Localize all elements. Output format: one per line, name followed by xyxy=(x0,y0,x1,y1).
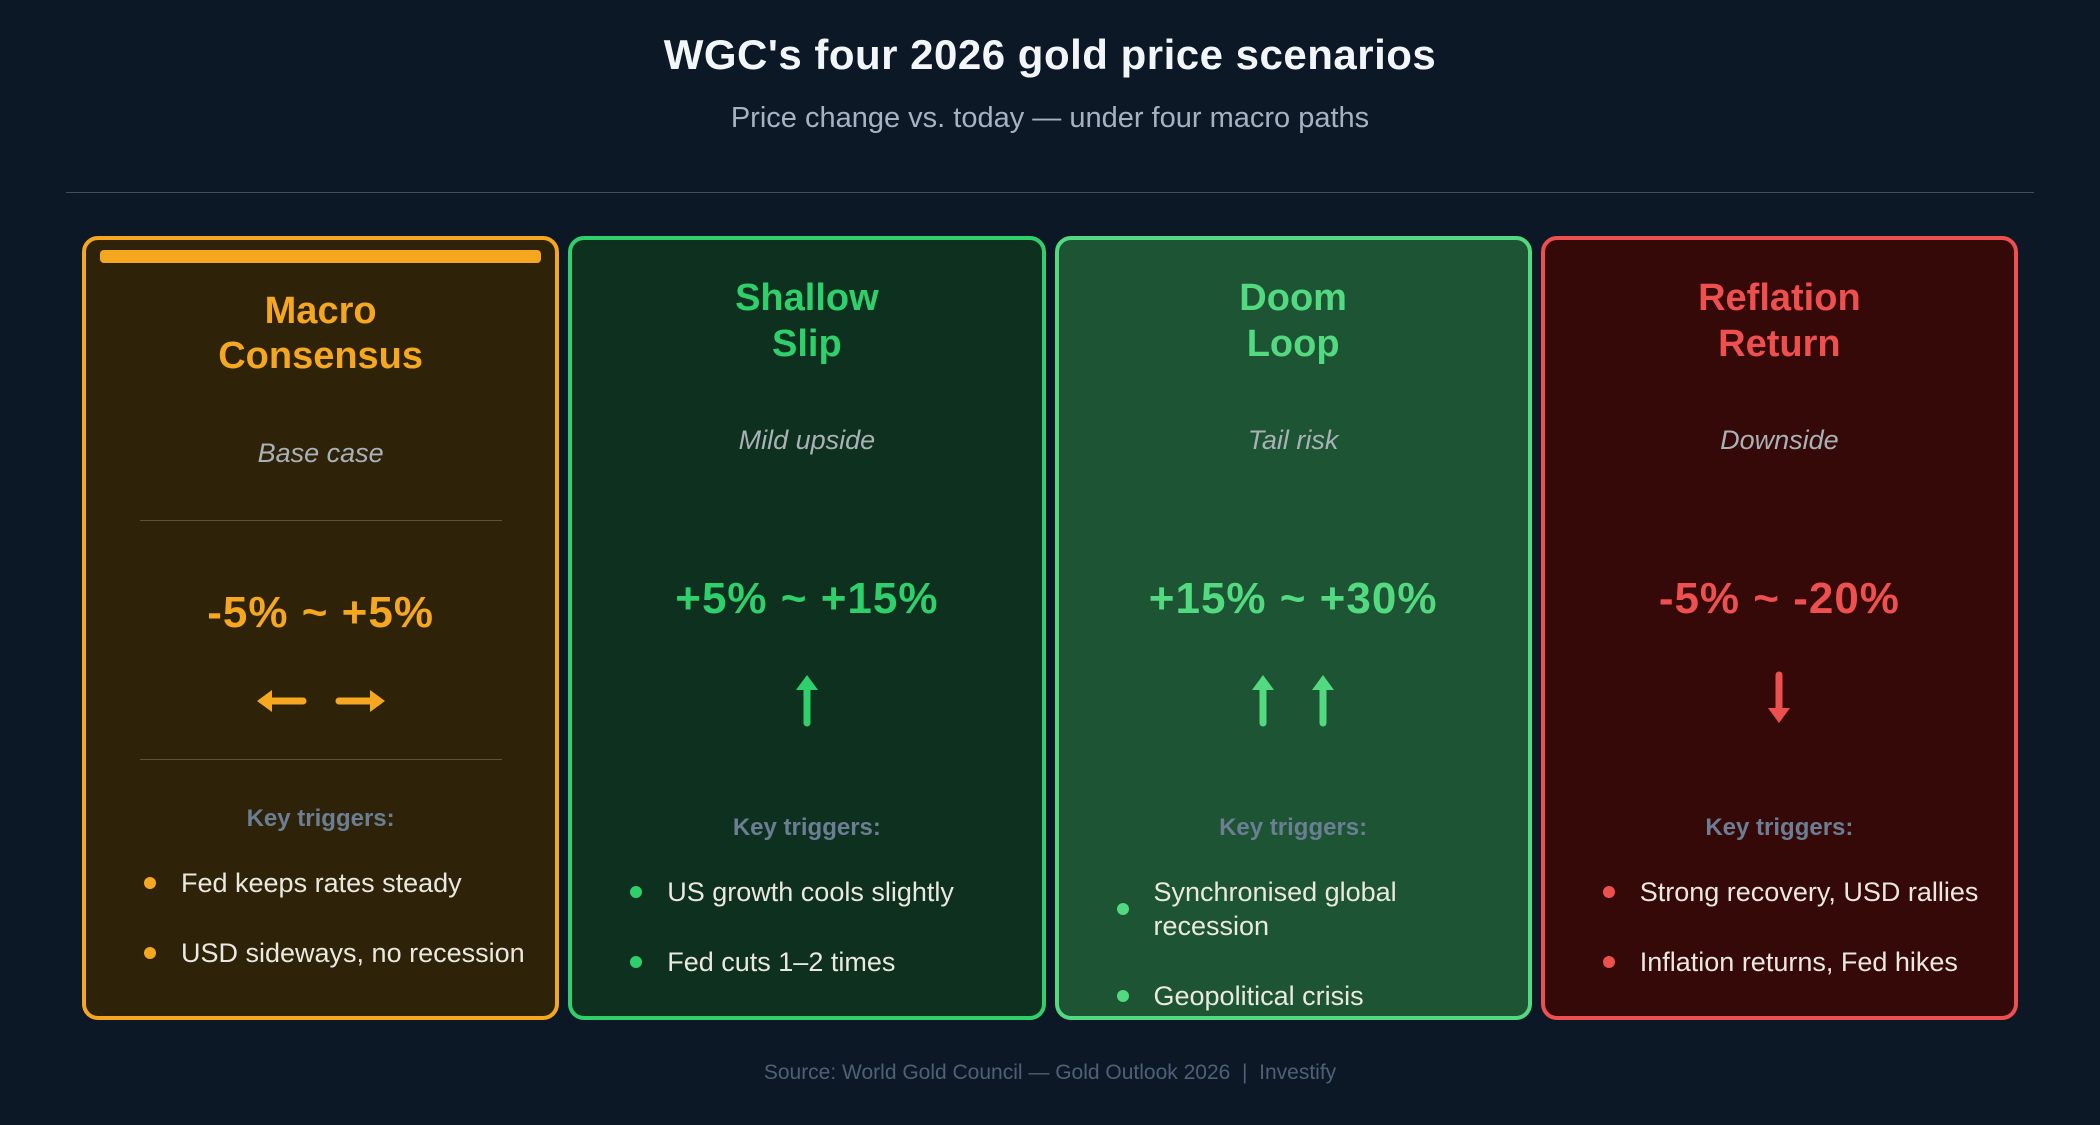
arrow-left-icon xyxy=(256,689,307,712)
source-caption: Source: World Gold Council — Gold Outloo… xyxy=(763,1061,1337,1084)
trigger-text: US growth cools slightly xyxy=(667,877,954,908)
trigger-item: Strong recovery, USD rallies xyxy=(1602,875,2000,909)
triggers-list: Fed keeps rates steady USD sideways, no … xyxy=(100,866,541,1006)
bullet-dot-icon xyxy=(1602,886,1615,899)
trigger-item: Synchronised global recession xyxy=(1116,875,1514,943)
scenario-card-macro-consensus: Macro Consensus Base case -5% ~ +5% Key … xyxy=(82,236,560,1020)
key-triggers-label: Key triggers: xyxy=(732,814,881,842)
footer: Source: World Gold Council — Gold Outloo… xyxy=(0,1060,2100,1086)
scenario-cards-row: Macro Consensus Base case -5% ~ +5% Key … xyxy=(82,236,2018,1020)
trigger-item: Geopolitical crisis xyxy=(1116,979,1514,1013)
bullet-dot-icon xyxy=(630,886,643,899)
page-title: WGC's four 2026 gold price scenarios xyxy=(663,31,1437,78)
trigger-text: Synchronised global recession xyxy=(1153,877,1397,942)
bullet-dot-icon xyxy=(1116,903,1129,916)
card-accent-bar xyxy=(100,250,542,263)
bullet-dot-icon xyxy=(144,947,156,959)
scenario-title: Macro Consensus xyxy=(218,289,424,378)
card-divider xyxy=(139,758,502,760)
scenario-title: Doom Loop xyxy=(1239,277,1347,365)
trigger-text: Fed keeps rates steady xyxy=(181,868,462,898)
arrow-down-icon xyxy=(1768,671,1791,724)
down-arrow-icon xyxy=(1763,671,1795,727)
arrow-up-icon xyxy=(1252,675,1275,727)
bullet-dot-icon xyxy=(630,956,643,969)
arrow-right-icon xyxy=(335,689,385,712)
triggers-list: US growth cools slightly Fed cuts 1–2 ti… xyxy=(586,875,1027,1015)
price-range-value: +15% ~ +30% xyxy=(1148,574,1438,624)
header-divider xyxy=(66,192,2034,193)
triggers-list: Synchronised global recession Geopolitic… xyxy=(1073,875,1514,1049)
trigger-item: Fed cuts 1–2 times xyxy=(630,945,1027,979)
triggers-list: Strong recovery, USD rallies Inflation r… xyxy=(1559,875,2000,1015)
bullet-dot-icon xyxy=(144,877,156,889)
card-divider xyxy=(139,519,502,521)
scenario-title: Shallow Slip xyxy=(735,277,879,365)
scenario-case-label: Mild upside xyxy=(738,425,876,456)
scenario-title: Reflation Return xyxy=(1698,277,1861,365)
up-arrow-icon xyxy=(791,671,823,727)
trigger-item: US growth cools slightly xyxy=(630,875,1027,909)
bullet-dot-icon xyxy=(1602,956,1615,969)
arrow-up-icon xyxy=(1312,675,1335,727)
scenario-card-shallow-slip: Shallow Slip Mild upside +5% ~ +15% Key … xyxy=(568,236,1046,1020)
sideways-arrows-icon xyxy=(253,685,389,717)
header: WGC's four 2026 gold price scenarios Pri… xyxy=(0,0,2100,134)
trigger-text: USD sideways, no recession xyxy=(181,938,525,968)
trigger-text: Fed cuts 1–2 times xyxy=(667,947,896,978)
key-triggers-label: Key triggers: xyxy=(1219,814,1368,842)
double-up-arrows-icon xyxy=(1247,671,1339,727)
key-triggers-label: Key triggers: xyxy=(1705,814,1854,842)
price-range-value: +5% ~ +15% xyxy=(675,574,939,624)
price-range-value: -5% ~ +5% xyxy=(207,587,434,637)
price-range-value: -5% ~ -20% xyxy=(1658,574,1900,624)
page-subtitle: Price change vs. today — under four macr… xyxy=(730,102,1370,134)
bullet-dot-icon xyxy=(1116,990,1129,1003)
key-triggers-label: Key triggers: xyxy=(246,805,395,832)
scenario-card-reflation-return: Reflation Return Downside -5% ~ -20% Key… xyxy=(1540,236,2018,1020)
trigger-item: Fed keeps rates steady xyxy=(144,866,541,900)
trigger-item: USD sideways, no recession xyxy=(144,936,541,970)
scenario-case-label: Tail risk xyxy=(1247,425,1339,456)
trigger-text: Inflation returns, Fed hikes xyxy=(1639,947,1958,978)
arrow-up-icon xyxy=(795,675,818,727)
scenario-case-label: Downside xyxy=(1720,425,1839,456)
trigger-item: Inflation returns, Fed hikes xyxy=(1602,945,2000,979)
scenario-case-label: Base case xyxy=(257,437,384,468)
scenario-card-doom-loop: Doom Loop Tail risk +15% ~ +30% Key trig… xyxy=(1054,236,1532,1020)
trigger-text: Strong recovery, USD rallies xyxy=(1639,877,1979,908)
trigger-text: Geopolitical crisis xyxy=(1153,981,1364,1012)
